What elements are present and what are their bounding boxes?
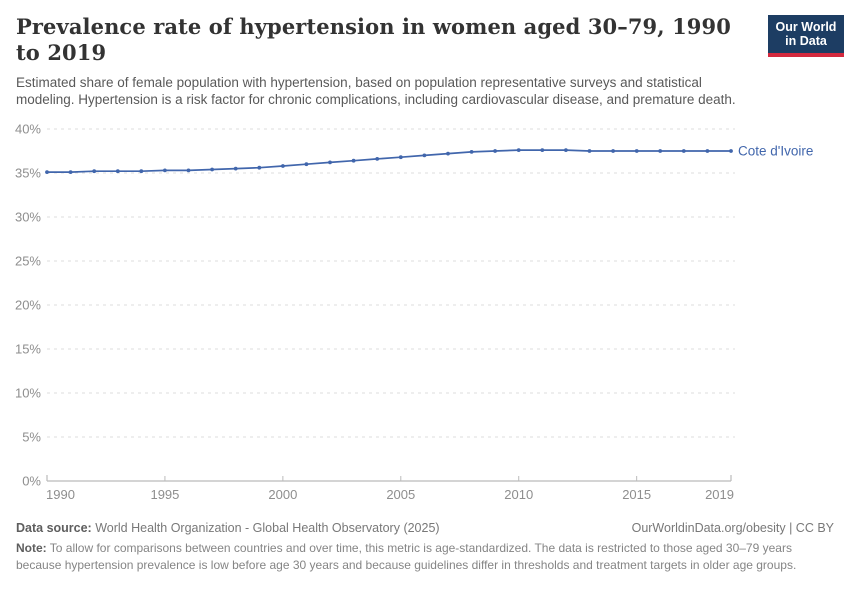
x-axis-tick-label: 1990: [46, 487, 75, 502]
data-point[interactable]: [634, 149, 639, 154]
y-axis-tick-label: 30%: [15, 210, 41, 225]
data-point[interactable]: [564, 148, 568, 153]
data-point[interactable]: [186, 168, 191, 173]
y-axis-tick-label: 0%: [22, 474, 41, 489]
owid-logo[interactable]: Our World in Data: [768, 15, 844, 57]
owid-logo-line2: in Data: [785, 34, 827, 48]
data-point[interactable]: [139, 169, 144, 174]
data-point[interactable]: [681, 149, 686, 154]
data-point[interactable]: [398, 155, 403, 160]
data-point[interactable]: [446, 151, 450, 156]
note-label: Note:: [16, 541, 47, 556]
chart-header: Prevalence rate of hypertension in women…: [0, 0, 850, 109]
x-axis-tick-label: 1995: [150, 487, 179, 502]
line-chart: 0% 5% 10% 15% 20% 25% 30% 35% 40% 1990 1995 2000 200…: [15, 122, 813, 503]
data-point[interactable]: [115, 169, 120, 174]
data-point[interactable]: [729, 149, 733, 154]
data-point[interactable]: [658, 149, 663, 154]
data-source-text: Data source: World Health Organization -…: [16, 521, 440, 535]
data-point[interactable]: [210, 167, 215, 172]
data-point[interactable]: [587, 149, 592, 154]
data-point[interactable]: [68, 170, 73, 175]
chart-note: Note: To allow for comparisons between c…: [16, 540, 834, 574]
x-axis-tick-label: 2000: [268, 487, 297, 502]
data-point[interactable]: [304, 162, 309, 167]
note-value: To allow for comparisons between countri…: [16, 541, 797, 573]
data-source-label: Data source:: [16, 521, 92, 536]
data-point[interactable]: [257, 165, 262, 170]
chart-subtitle: Estimated share of female population wit…: [16, 74, 736, 108]
data-point[interactable]: [611, 149, 615, 154]
data-point[interactable]: [705, 149, 710, 154]
x-axis-tick-label: 2010: [504, 487, 533, 502]
chart-footer: Data source: World Health Organization -…: [16, 521, 834, 574]
data-point[interactable]: [163, 168, 167, 173]
data-point[interactable]: [422, 153, 427, 158]
data-point[interactable]: [351, 158, 356, 163]
data-point[interactable]: [328, 160, 332, 165]
data-point[interactable]: [540, 148, 545, 153]
data-point[interactable]: [469, 150, 474, 154]
data-source-value: World Health Organization - Global Healt…: [91, 521, 440, 536]
x-axis-tick-label: 2005: [386, 487, 415, 502]
y-axis-tick-label: 15%: [15, 342, 41, 357]
y-axis-tick-label: 35%: [15, 166, 41, 181]
y-axis-tick-label: 25%: [15, 254, 41, 269]
x-axis-tick-label: 2015: [622, 487, 651, 502]
data-point[interactable]: [375, 157, 380, 161]
data-point[interactable]: [92, 169, 97, 174]
data-point[interactable]: [281, 164, 285, 169]
owid-license-link[interactable]: OurWorldinData.org/obesity | CC BY: [631, 521, 834, 536]
series-label[interactable]: Cote d'Ivoire: [738, 144, 813, 159]
y-axis-tick-label: 20%: [15, 298, 41, 313]
chart-area: 0% 5% 10% 15% 20% 25% 30% 35% 40% 1990 1995 2000 200…: [0, 113, 850, 513]
y-axis-tick-label: 10%: [15, 386, 41, 401]
data-point[interactable]: [45, 170, 49, 175]
y-axis-tick-label: 40%: [15, 122, 41, 137]
y-axis-tick-label: 5%: [22, 430, 41, 445]
data-point[interactable]: [493, 149, 497, 154]
data-point[interactable]: [233, 166, 238, 171]
data-point[interactable]: [516, 148, 521, 153]
page-title: Prevalence rate of hypertension in women…: [16, 14, 731, 66]
series-line: [46, 149, 732, 174]
owid-logo-line1: Our World: [775, 19, 837, 34]
x-axis-tick-label: 2019: [705, 487, 734, 502]
